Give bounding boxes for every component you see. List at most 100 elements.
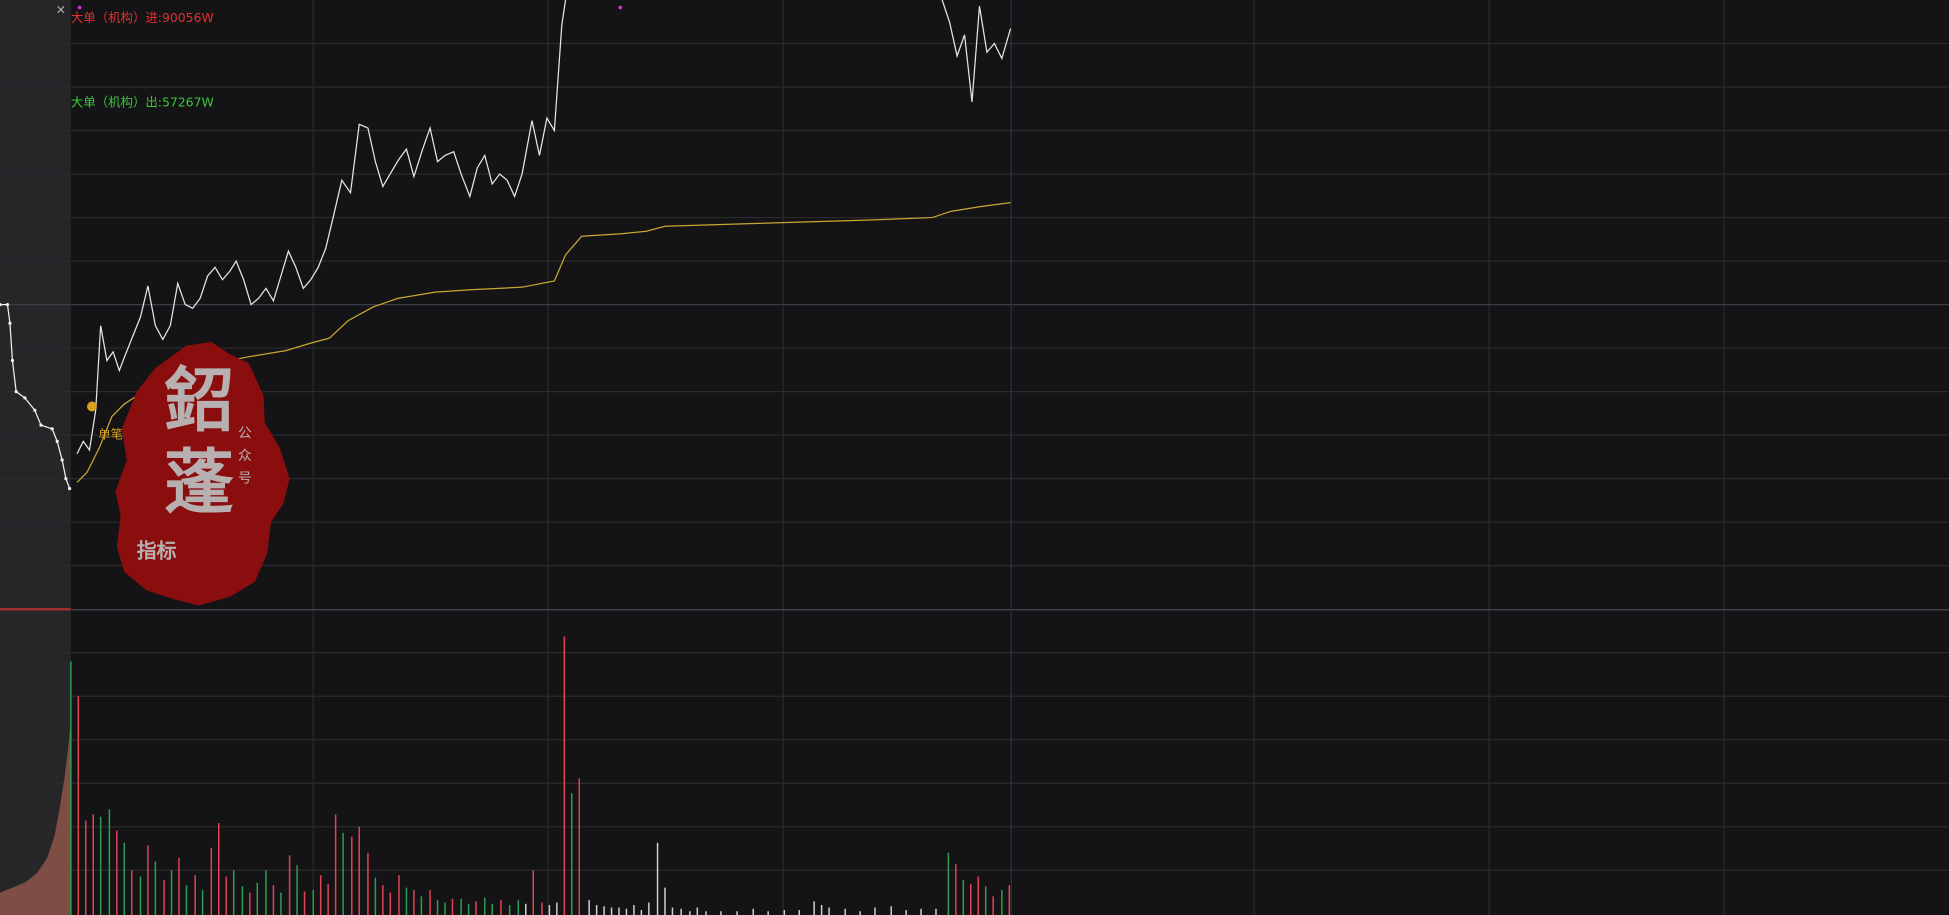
big-order-in: 大单（机构）进:90056W [71,10,214,25]
volume-bar [603,906,605,915]
volume-bar [767,911,769,915]
volume-bar [241,886,244,915]
point [55,439,59,443]
volume-bar [131,870,133,915]
volume-bar [123,842,126,915]
volume-bar [890,906,892,915]
volume-bar [436,900,439,915]
h-grid [0,42,1949,871]
watermark-tag: 指标 [137,538,177,562]
point [33,408,37,412]
volume-bar [984,886,987,915]
volume-bar [420,896,423,915]
volume-bar [265,870,267,915]
pre-market-panel [0,0,71,915]
point [0,302,2,307]
volume-bar [334,814,337,915]
volume-bar [178,857,180,915]
volume-bar [671,907,674,915]
volume-bar [296,865,298,915]
volume-bar [444,902,446,915]
volume-bar [451,898,454,915]
volume-bar [319,875,322,915]
point [60,458,64,462]
volume-bar [571,793,573,915]
volume-bar [517,900,520,915]
close-button[interactable]: × [56,1,66,16]
volume-bar [935,908,937,915]
volume-bar [820,905,823,915]
point [14,389,18,394]
volume-bar [705,911,707,915]
volume-bar [625,908,628,915]
volume-bar [525,903,527,915]
point [8,321,12,325]
money-icon [87,401,97,412]
volume-bar [382,885,384,915]
volume-bar [595,905,598,915]
volume-bar [170,870,173,915]
point [50,427,54,431]
volume-bar [548,905,551,915]
volume-bar [139,876,142,915]
volume-bar [610,907,613,915]
volume-bar [108,809,111,915]
volume-bar [288,855,291,915]
volume-bar [280,892,282,915]
volume-bar [563,636,566,915]
volume-bar [680,908,682,915]
volume-bar [992,896,994,915]
volume-bar [147,845,149,915]
signal-dot [618,5,623,10]
volume-bar [85,820,87,915]
volume-bar [648,902,650,915]
volume-bar [962,880,965,915]
volume-bar [154,861,157,915]
point [64,477,68,481]
volume-bar [210,847,213,915]
volume-bar [116,830,118,915]
volume-bar [467,903,470,915]
volume-bar [398,875,400,915]
volume-bar [720,911,722,915]
volume-bar [556,902,558,915]
volume-bar [429,890,431,915]
volume-bar [77,696,80,915]
volume-bar [99,816,102,915]
volume-bar [977,876,979,915]
volume-bar [358,826,360,915]
watermark: 鉊 蓬 指标 [137,361,234,563]
volume-bar [389,892,392,915]
point [67,486,72,491]
volume-bar [218,823,220,915]
volume-bar [813,901,815,915]
watermark-char: 蓬 [164,443,234,524]
volume-bar [783,910,786,915]
volume-bar [859,911,861,915]
volume-bar [905,910,907,915]
volume-bar [736,911,738,915]
volume-bar [578,778,580,915]
volume-bar [633,905,635,915]
volume-bar [232,870,235,915]
big-order-out: 大单（机构）出:57267W [71,95,214,110]
volume-bar [491,903,493,915]
volume-bar [249,892,251,915]
volume-bar [588,900,590,915]
volume-bar [955,864,957,915]
pre-volume [0,721,71,915]
volume-bar [225,876,227,915]
watermark-side: 公众号 [238,426,252,487]
volume-bar [303,891,306,915]
watermark-char: 鉊 [164,361,234,442]
point [5,302,10,307]
volume-bar [460,898,462,915]
volume-bar [185,885,188,915]
watermark-seal [115,341,290,606]
volume-bar [656,842,659,915]
v-grid [312,0,1725,915]
volume-bar [844,908,846,915]
